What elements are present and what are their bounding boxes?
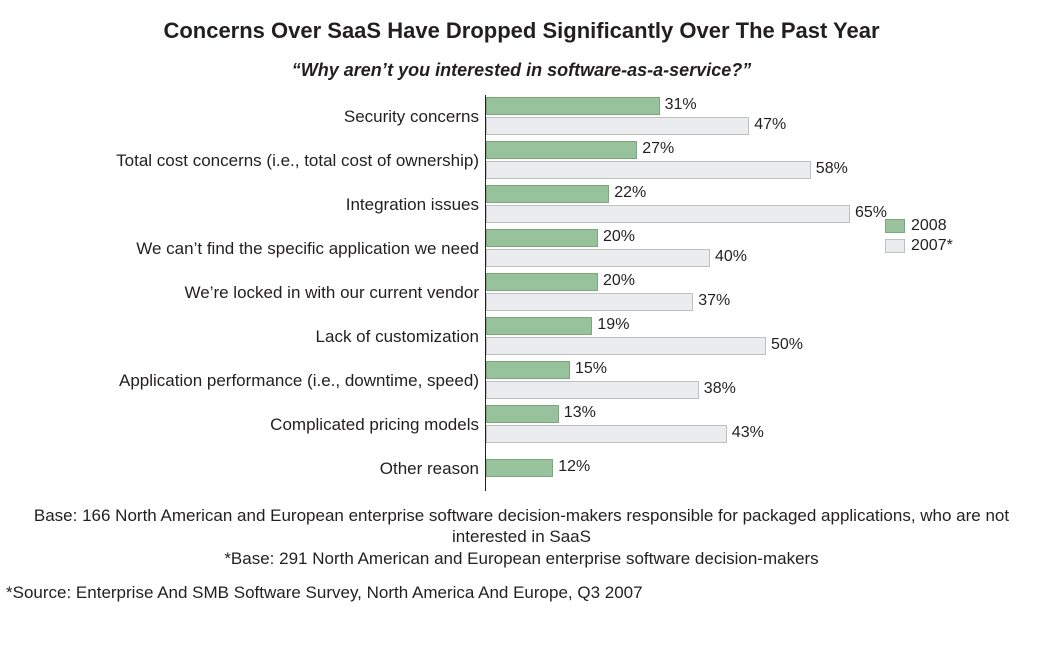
category-label: Lack of customization [40,328,485,347]
bars-cell: 20% 40% [485,227,1043,271]
bar-2008: 15% [486,361,570,379]
value-label-2008: 20% [603,228,635,246]
footer-line-1: Base: 166 North American and European en… [34,506,1009,546]
chart-area: Security concerns31%47%Total cost concer… [0,95,1043,491]
chart-row: Other reason12% [40,447,1043,491]
category-label: We’re locked in with our current vendor [40,284,485,303]
category-label: Application performance (i.e., downtime,… [40,372,485,391]
value-label-2008: 19% [597,316,629,334]
chart-row: Complicated pricing models13%43% [40,403,1043,447]
value-label-2007: 50% [771,336,803,354]
chart-row: Total cost concerns (i.e., total cost of… [40,139,1043,183]
category-label: Security concerns [40,108,485,127]
bars-cell: 22% 65% [485,183,1043,227]
value-label-2007: 65% [855,204,887,222]
footer-base-text: Base: 166 North American and European en… [0,505,1043,569]
bars-cell: 12% [485,447,1043,491]
category-label: Integration issues [40,196,485,215]
bars-cell: 15% 38% [485,359,1043,403]
footer-line-2: *Base: 291 North American and European e… [224,549,818,568]
chart-title: Concerns Over SaaS Have Dropped Signific… [0,18,1043,44]
bar-2008: 31% [486,97,660,115]
bar-2008: 22% [486,185,609,203]
category-label: Complicated pricing models [40,416,485,435]
bars-cell: 13% 43% [485,403,1043,447]
bars-cell: 27% 58% [485,139,1043,183]
bar-2007: 43% [486,425,727,443]
value-label-2007: 43% [732,424,764,442]
bars-cell: 19% 50% [485,315,1043,359]
bar-2007: 58% [486,161,811,179]
bar-2007: 47% [486,117,749,135]
chart-row: Lack of customization19%50% [40,315,1043,359]
value-label-2008: 12% [558,458,590,476]
value-label-2008: 20% [603,272,635,290]
legend: 2008 2007* [885,215,953,257]
legend-label: 2007* [911,237,953,255]
legend-swatch [885,219,905,233]
category-label: Other reason [40,460,485,479]
value-label-2007: 47% [754,116,786,134]
chart-row: We’re locked in with our current vendor2… [40,271,1043,315]
bar-2007: 37% [486,293,693,311]
source-text: *Source: Enterprise And SMB Software Sur… [0,583,1043,603]
bars-cell: 20% 37% [485,271,1043,315]
value-label-2007: 38% [704,380,736,398]
value-label-2008: 31% [665,96,697,114]
bar-2008: 20% [486,229,598,247]
value-label-2007: 40% [715,248,747,266]
bar-2008: 12% [486,459,553,477]
chart-row: Application performance (i.e., downtime,… [40,359,1043,403]
bar-2007: 65% [486,205,850,223]
value-label-2007: 37% [698,292,730,310]
bar-2007: 50% [486,337,766,355]
bar-2008: 19% [486,317,592,335]
legend-swatch [885,239,905,253]
bar-2008: 27% [486,141,637,159]
bar-2008: 13% [486,405,559,423]
bar-2007: 40% [486,249,710,267]
legend-item: 2007* [885,237,953,255]
category-label: Total cost concerns (i.e., total cost of… [40,152,485,171]
value-label-2008: 15% [575,360,607,378]
value-label-2008: 22% [614,184,646,202]
bar-2008: 20% [486,273,598,291]
legend-label: 2008 [911,217,947,235]
value-label-2008: 13% [564,404,596,422]
legend-item: 2008 [885,217,953,235]
chart-container: Concerns Over SaaS Have Dropped Signific… [0,0,1043,655]
bars-cell: 31% 47% [485,95,1043,139]
bar-2007: 38% [486,381,699,399]
value-label-2008: 27% [642,140,674,158]
category-label: We can’t find the specific application w… [40,240,485,259]
chart-row: Security concerns31%47% [40,95,1043,139]
chart-subtitle: “Why aren’t you interested in software-a… [0,60,1043,81]
value-label-2007: 58% [816,160,848,178]
